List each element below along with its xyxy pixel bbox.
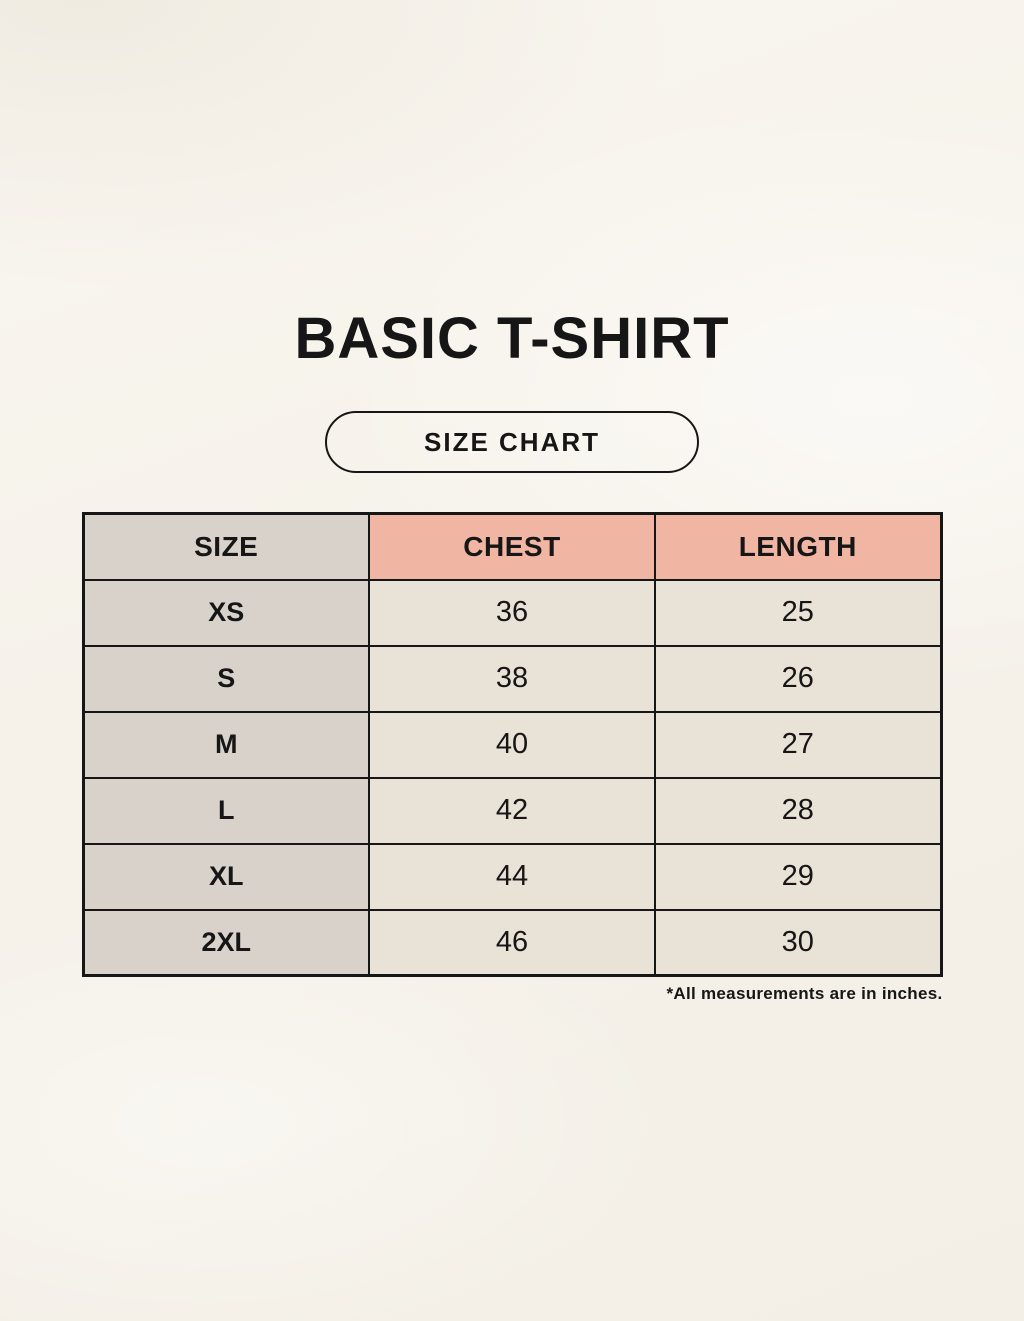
chest-cell: 46 bbox=[368, 908, 656, 977]
size-cell: S bbox=[82, 644, 370, 713]
length-cell: 25 bbox=[654, 578, 942, 647]
length-cell: 29 bbox=[654, 842, 942, 911]
chest-cell: 40 bbox=[368, 710, 656, 779]
table-row: L 42 28 bbox=[82, 776, 942, 845]
column-header-length: LENGTH bbox=[654, 512, 942, 581]
table-row: XS 36 25 bbox=[82, 578, 942, 647]
length-cell: 28 bbox=[654, 776, 942, 845]
length-cell: 26 bbox=[654, 644, 942, 713]
size-cell: 2XL bbox=[82, 908, 370, 977]
table-header-row: SIZE CHEST LENGTH bbox=[82, 512, 942, 581]
chest-cell: 38 bbox=[368, 644, 656, 713]
table-row: M 40 27 bbox=[82, 710, 942, 779]
size-cell: XL bbox=[82, 842, 370, 911]
chest-cell: 36 bbox=[368, 578, 656, 647]
size-chart-button-label: SIZE CHART bbox=[424, 426, 600, 457]
chest-cell: 44 bbox=[368, 842, 656, 911]
table-row: XL 44 29 bbox=[82, 842, 942, 911]
size-cell: M bbox=[82, 710, 370, 779]
column-header-size: SIZE bbox=[82, 512, 370, 581]
size-cell: XS bbox=[82, 578, 370, 647]
length-cell: 30 bbox=[654, 908, 942, 977]
chest-cell: 42 bbox=[368, 776, 656, 845]
table-row: 2XL 46 30 bbox=[82, 908, 942, 977]
length-cell: 27 bbox=[654, 710, 942, 779]
size-cell: L bbox=[82, 776, 370, 845]
page-title: BASIC T-SHIRT bbox=[294, 306, 730, 371]
size-chart-table: SIZE CHEST LENGTH XS 36 25 S 38 26 M 40 … bbox=[81, 512, 943, 977]
size-chart-button[interactable]: SIZE CHART bbox=[325, 411, 699, 473]
measurements-footnote: *All measurements are in inches. bbox=[666, 984, 943, 1003]
column-header-chest: CHEST bbox=[368, 512, 656, 581]
table-row: S 38 26 bbox=[82, 644, 942, 713]
